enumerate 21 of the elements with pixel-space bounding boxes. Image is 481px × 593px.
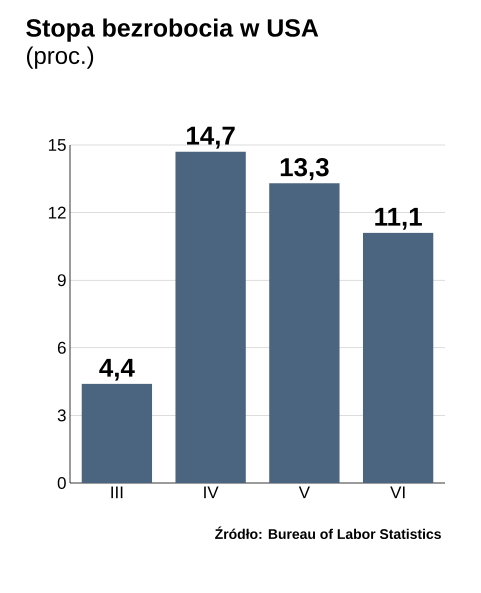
y-tick-label: 12 bbox=[48, 206, 66, 219]
data-label: 11,1 bbox=[375, 208, 422, 230]
x-tick-label: IV bbox=[204, 486, 219, 498]
y-tick-label: 15 bbox=[48, 139, 66, 151]
bar bbox=[175, 152, 246, 483]
bar bbox=[362, 232, 434, 483]
data-label: 14,7 bbox=[187, 126, 235, 149]
chart-title: Stopa bezrobocia w USA bbox=[26, 18, 318, 42]
y-tick-label: 0 bbox=[58, 477, 66, 489]
data-label: 4,4 bbox=[99, 358, 135, 381]
bar bbox=[82, 384, 152, 483]
bar bbox=[269, 183, 340, 483]
y-tick-label: 9 bbox=[58, 274, 66, 286]
chart-subtitle: (proc.) bbox=[27, 46, 94, 69]
x-tick-label: VI bbox=[390, 486, 405, 498]
y-tick-label: 3 bbox=[58, 409, 66, 422]
text: Źródło: Bureau of Labor Statistics bbox=[215, 526, 441, 540]
x-tick-label: III bbox=[111, 486, 122, 498]
y-tick-label: 6 bbox=[58, 342, 66, 354]
x-tick-label: V bbox=[298, 486, 310, 498]
data-label: 13,3 bbox=[280, 158, 329, 180]
